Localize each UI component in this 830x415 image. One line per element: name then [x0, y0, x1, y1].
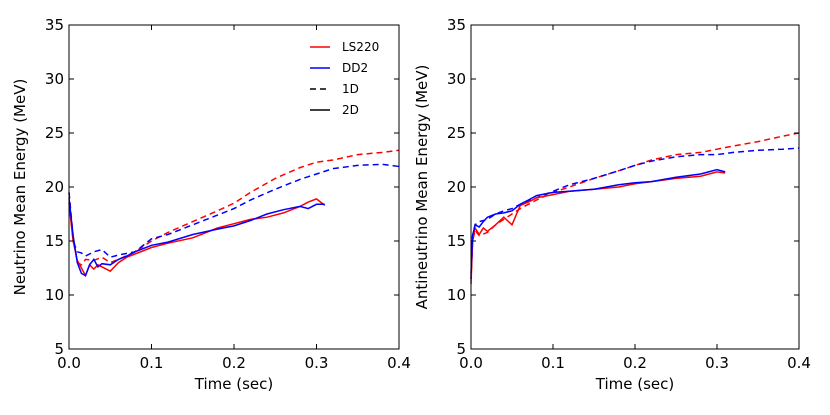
right-x-tick-label: 0.3: [705, 354, 729, 372]
right-y-tick-label: 15: [447, 232, 466, 250]
right-series-ls220-1d: [470, 132, 800, 279]
left-series-dd2-1d: [68, 163, 400, 259]
legend-label-dd2: DD2: [342, 61, 368, 75]
right-y-tick-label: 30: [447, 70, 466, 88]
right-y-axis-label: Antineutrino Mean Energy (MeV): [413, 65, 431, 310]
legend-label-ls220: LS220: [342, 40, 379, 54]
right-y-tick-label: 5: [456, 340, 466, 358]
left-x-tick-label: 0.0: [57, 354, 81, 372]
left-y-tick-label: 20: [45, 178, 64, 196]
legend: LS220 DD2 1D 2D: [310, 40, 379, 117]
right-x-tick-label: 0.0: [459, 354, 483, 372]
left-series-ls220-1d: [68, 149, 400, 266]
right-y-tick-label: 25: [447, 124, 466, 142]
left-x-tick-label: 0.2: [222, 354, 246, 372]
left-y-tick-label: 5: [54, 340, 64, 358]
right-series-dd2-1d: [470, 147, 800, 279]
legend-label-1d: 1D: [342, 82, 359, 96]
left-series-dd2-2d: [68, 197, 325, 277]
left-y-tick-label: 25: [45, 124, 64, 142]
right-x-tick-label: 0.4: [787, 354, 811, 372]
left-y-tick-label: 15: [45, 232, 64, 250]
right-x-tick-label: 0.1: [541, 354, 565, 372]
right-x-tick-label: 0.2: [623, 354, 647, 372]
left-x-tick-label: 0.4: [387, 354, 411, 372]
right-y-tick-label: 10: [447, 286, 466, 304]
right-series-dd2-2d: [470, 168, 726, 274]
left-y-axis-label: Neutrino Mean Energy (MeV): [11, 79, 29, 296]
left-y-tick-label: 35: [45, 16, 64, 34]
left-x-tick-label: 0.3: [305, 354, 329, 372]
right-x-axis-label: Time (sec): [595, 375, 674, 393]
left-x-axis-label: Time (sec): [194, 375, 273, 393]
right-y-tick-label: 35: [447, 16, 466, 34]
right-plot-frame: [470, 24, 800, 350]
left-x-tick-label: 0.1: [140, 354, 164, 372]
right-y-tick-label: 20: [447, 178, 466, 196]
left-y-tick-label: 30: [45, 70, 64, 88]
legend-label-2d: 2D: [342, 103, 359, 117]
left-y-tick-label: 10: [45, 286, 64, 304]
